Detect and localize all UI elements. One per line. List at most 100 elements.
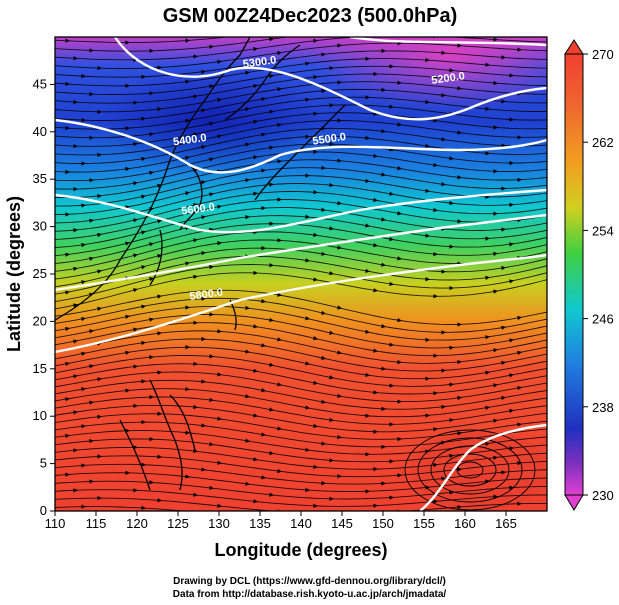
flow-arrow [261,97,266,102]
flow-arrow [97,269,102,274]
flow-arrow [321,52,326,57]
flow-arrow [373,71,378,77]
flow-arrow [217,416,222,421]
flow-arrow [97,152,102,157]
flow-arrow [89,329,94,334]
flow-arrow [65,169,70,175]
flow-arrow [389,495,394,500]
flow-arrow [277,382,282,387]
flow-arrow [485,335,490,340]
flow-arrow [97,109,102,114]
flow-arrow [269,221,274,226]
flow-arrow [449,244,454,249]
flow-arrow [97,65,102,71]
colorbar-tick-label: 230 [592,488,614,503]
flow-arrow [269,317,274,323]
flow-arrow [433,251,438,257]
flow-arrow [493,494,498,499]
flow-arrow [485,405,490,410]
flow-arrow [321,481,326,486]
flow-arrow [397,318,402,323]
flow-arrow [365,268,370,273]
flow-arrow [321,519,326,523]
flow-arrow [125,350,130,355]
flow-arrow [269,37,274,42]
flow-arrow [201,69,206,74]
flow-arrow [337,245,342,250]
flow-arrow [305,487,310,493]
flow-arrow [209,157,214,162]
flow-arrow [65,361,70,367]
streamline [55,127,547,164]
flow-arrow [501,55,506,60]
flow-arrow [425,188,430,193]
flow-arrow [493,289,498,294]
streamline [55,183,547,224]
flow-arrow [141,156,146,162]
flow-arrow [313,149,318,154]
flow-arrow [457,467,462,472]
flow-arrow [269,145,274,150]
streamline [55,81,547,113]
flow-arrow [509,279,514,284]
flow-arrow [441,93,446,98]
flow-arrow [253,191,258,196]
streamline [55,199,547,240]
flow-arrow [261,475,266,480]
flow-arrow [89,91,94,97]
streamline [55,379,547,410]
flow-arrow [149,276,154,282]
flow-arrow [425,99,430,105]
flow-arrow [509,117,514,122]
flow-arrow [277,197,282,202]
flow-arrow [441,514,446,518]
flow-arrow [337,350,342,355]
flow-arrow [365,452,370,457]
flow-arrow [89,178,94,183]
flow-arrow [133,445,138,450]
flow-arrow [65,326,70,332]
flow-arrow [193,492,198,497]
flow-arrow [201,215,206,220]
x-axis-label: Longitude (degrees) [214,540,387,560]
flow-arrow [485,62,490,67]
y-tick-label: 30 [33,219,47,234]
streamline [55,371,547,403]
flow-arrow [245,178,250,183]
flow-arrow [425,57,430,63]
flow-arrow [133,327,138,332]
flow-arrow [493,455,498,460]
flow-arrow [493,37,498,42]
flow-arrow [185,474,190,479]
flow-arrow [449,490,454,495]
flow-arrow [329,30,334,34]
flow-arrow [373,467,378,472]
flow-arrow [365,489,370,494]
flow-arrow [425,233,430,238]
flow-arrow [269,263,274,268]
flow-arrow [329,330,334,335]
flow-arrow [245,70,250,75]
flow-arrow [329,271,334,276]
flow-arrow [253,324,258,329]
flow-arrow [261,432,266,437]
flow-arrow [73,374,78,379]
credit-data-source: Data from http://database.rish.kyoto-u.a… [172,589,447,600]
warm-eddy-southeast [410,430,547,510]
flow-arrow [389,64,394,69]
flow-arrow [433,427,438,432]
flow-arrow [433,207,438,213]
flow-arrow [313,111,318,116]
flow-arrow [157,411,162,416]
flow-arrow [209,441,214,447]
flow-arrow [441,330,446,335]
flow-arrow [157,294,162,299]
flow-arrow [185,79,190,84]
flow-arrow [381,262,386,267]
flow-arrow [269,492,274,497]
flow-arrow [365,135,370,141]
flow-arrow [261,388,266,393]
flow-arrow [313,190,318,195]
flow-arrow [313,38,318,44]
streamline [55,37,547,61]
